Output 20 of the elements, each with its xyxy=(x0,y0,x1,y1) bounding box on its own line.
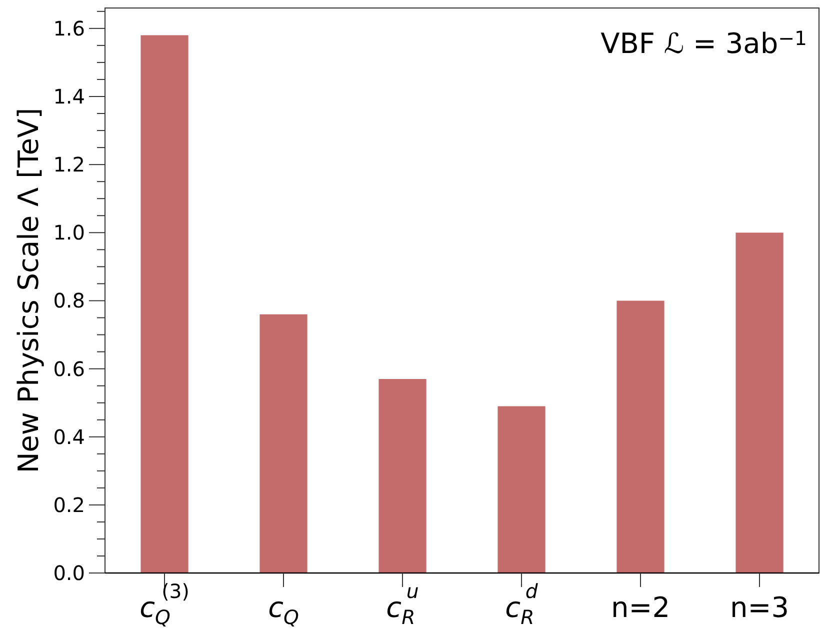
y-tick-label: 1.6 xyxy=(53,16,85,40)
bar xyxy=(616,300,664,573)
y-tick-label: 0.2 xyxy=(53,492,85,517)
x-tick-label: n=2 xyxy=(610,591,670,624)
bar xyxy=(378,378,426,573)
bar xyxy=(140,35,188,573)
y-tick-label: 0.0 xyxy=(53,561,85,585)
x-tick-label: c$_{Q}$ xyxy=(268,591,299,629)
annotation: VBF ℒ = 3ab$^{−1}$ xyxy=(600,27,807,60)
y-tick-label: 1.0 xyxy=(53,220,85,245)
y-tick-label: 0.4 xyxy=(53,424,85,449)
bar xyxy=(260,314,308,573)
y-tick-label: 1.2 xyxy=(53,152,85,177)
y-axis-title: New Physics Scale Λ [TeV] xyxy=(12,108,45,474)
bar xyxy=(736,232,784,573)
bar xyxy=(498,406,546,573)
y-tick-label: 0.6 xyxy=(53,356,85,381)
y-tick-label: 1.4 xyxy=(53,84,85,108)
y-tick-label: 0.8 xyxy=(53,288,85,313)
x-tick-label: n=3 xyxy=(730,591,790,624)
